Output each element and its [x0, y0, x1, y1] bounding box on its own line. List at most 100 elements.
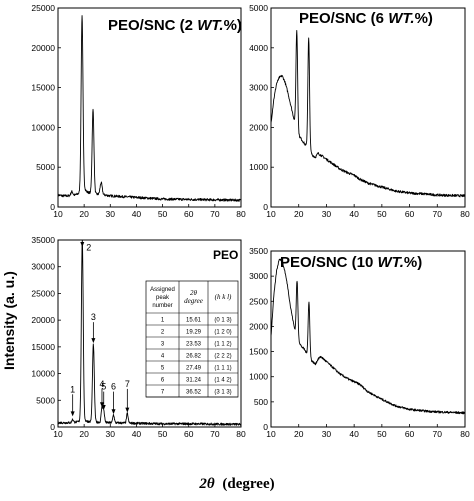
- table-cell: (3 1 3): [214, 390, 231, 396]
- y-tick-label: 15000: [31, 83, 55, 93]
- x-tick-label: 80: [236, 429, 246, 439]
- y-tick-label: 4000: [249, 43, 268, 53]
- y-tick-label: 5000: [249, 3, 268, 13]
- peak-label: 3: [91, 312, 96, 322]
- peak-arrowhead: [91, 338, 96, 344]
- y-tick-label: 5000: [36, 395, 55, 405]
- panel-peo-snc-6wt: 10 20 30 40 50 60 70 80 0 1000 2000 3000 4000 5000 PEO…: [249, 3, 470, 219]
- y-tick-label: 10000: [31, 369, 55, 379]
- y-tick-label: 25000: [31, 288, 55, 298]
- x-tick-label: 50: [158, 209, 168, 219]
- peak-arrowhead: [99, 402, 104, 408]
- y-tick-label: 35000: [31, 235, 55, 245]
- peak-label: 7: [125, 379, 130, 389]
- table-header-cell: peak: [156, 295, 170, 301]
- table-header-cell: (h k l): [215, 293, 232, 301]
- x-tick-label: 40: [132, 429, 142, 439]
- x-tick-label: 20: [294, 209, 304, 219]
- table-cell: 27.49: [186, 366, 202, 372]
- panel-title: PEO/SNC (10 WT.%): [280, 254, 422, 271]
- y-tick-label: 20000: [31, 315, 55, 325]
- y-tick-label: 1000: [249, 162, 268, 172]
- y-tick-label: 500: [254, 397, 268, 407]
- table-cell: 2: [161, 330, 165, 336]
- table-cell: 5: [161, 366, 165, 372]
- x-tick-label: 10: [53, 209, 63, 219]
- x-tick-label: 60: [405, 209, 415, 219]
- table-header-cell: degree: [184, 297, 203, 305]
- table-cell: 7: [161, 390, 165, 396]
- panel-title: PEO: [213, 248, 238, 262]
- x-tick-label: 50: [377, 209, 387, 219]
- peak-label: 5: [101, 382, 106, 392]
- y-tick-label: 1000: [249, 372, 268, 382]
- panel-peo: 10 20 30 40 50 60 70 80 0 5000 10000 15000 20000 2500…: [31, 235, 246, 439]
- plot-frame: [270, 250, 466, 428]
- xrd-pattern-line: [270, 258, 466, 415]
- x-tick-label: 60: [184, 209, 194, 219]
- y-tick-label: 10000: [31, 122, 55, 132]
- table-cell: 1: [161, 318, 165, 324]
- table-cell: 4: [161, 354, 165, 360]
- y-tick-label: 3000: [249, 271, 268, 281]
- x-tick-label: 80: [460, 209, 470, 219]
- x-axis-label-symbol: 2θ: [198, 476, 215, 492]
- table-cell: 36.52: [186, 390, 202, 396]
- x-tick-label: 10: [53, 429, 63, 439]
- y-tick-label: 2500: [249, 296, 268, 306]
- x-tick-label: 30: [106, 209, 116, 219]
- plot-frame: [57, 7, 242, 208]
- y-tick-label: 0: [263, 202, 268, 212]
- xrd-pattern-line: [270, 29, 466, 198]
- table-header-cell: number: [152, 303, 172, 309]
- peak-table: [145, 280, 239, 398]
- table-cell: (1 2 0): [214, 330, 231, 336]
- table-header-cell: Assigned: [150, 287, 175, 293]
- xrd-pattern-line: [57, 239, 242, 426]
- peak-label: 2: [86, 243, 91, 253]
- x-tick-label: 70: [210, 209, 220, 219]
- x-tick-label: 80: [236, 209, 246, 219]
- x-tick-label: 10: [266, 429, 276, 439]
- table-cell: 31.24: [186, 378, 202, 384]
- peak-arrowhead: [101, 404, 106, 410]
- table-cell: 23.53: [186, 342, 202, 348]
- x-tick-label: 20: [294, 429, 304, 439]
- x-tick-label: 70: [433, 209, 443, 219]
- table-cell: (2 2 2): [214, 354, 231, 360]
- y-tick-label: 3000: [249, 83, 268, 93]
- plot-frame: [57, 239, 242, 428]
- y-tick-label: 3500: [249, 246, 268, 256]
- peak-label: 1: [70, 384, 75, 394]
- y-tick-label: 0: [50, 202, 55, 212]
- xrd-pattern-line: [57, 15, 242, 202]
- x-tick-label: 30: [106, 429, 116, 439]
- y-tick-label: 30000: [31, 262, 55, 272]
- y-tick-label: 5000: [36, 162, 55, 172]
- panel-title: PEO/SNC (2 WT.%): [108, 17, 242, 34]
- table-cell: 19.29: [186, 330, 202, 336]
- x-tick-label: 60: [405, 429, 415, 439]
- panel-title: PEO/SNC (6 WT.%): [299, 10, 433, 27]
- x-tick-label: 40: [349, 209, 359, 219]
- x-axis-label-unit: (degree): [222, 476, 274, 492]
- x-tick-label: 70: [210, 429, 220, 439]
- table-cell: 26.82: [186, 354, 202, 360]
- y-tick-label: 1500: [249, 347, 268, 357]
- panel-peo-snc-10wt: 10 20 30 40 50 60 70 80 0 500 1000 1500 2000 2500 3000…: [249, 246, 470, 439]
- x-tick-label: 60: [184, 429, 194, 439]
- y-tick-label: 2000: [249, 122, 268, 132]
- table-cell: (1 4 2): [214, 378, 231, 384]
- x-tick-label: 80: [460, 429, 470, 439]
- x-tick-label: 20: [79, 209, 89, 219]
- x-axis-label: 2θ (degree): [198, 476, 274, 492]
- plot-frame: [270, 7, 466, 208]
- y-tick-label: 25000: [31, 3, 55, 13]
- panel-peo-snc-2wt: 10 20 30 40 50 60 70 80 0 5000 10000 15000 20000 2500…: [31, 3, 246, 219]
- peak-arrowhead: [125, 407, 130, 413]
- x-tick-label: 20: [79, 429, 89, 439]
- x-tick-label: 30: [322, 209, 332, 219]
- peak-label: 4: [99, 379, 104, 389]
- y-tick-label: 0: [263, 422, 268, 432]
